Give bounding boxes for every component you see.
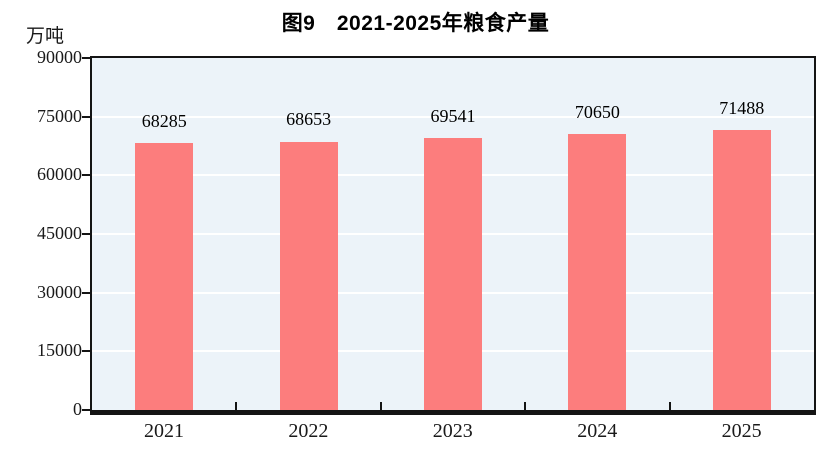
bar-value-label-2022: 68653 — [286, 109, 332, 130]
bar-value-label-2025: 71488 — [719, 98, 765, 119]
y-axis-tick-label-0: 0 — [73, 399, 82, 419]
bar-2021 — [135, 142, 194, 410]
y-axis-tick-label-75000: 75000 — [37, 105, 82, 126]
y-axis-tick-mark — [82, 57, 90, 59]
bar-2025 — [712, 130, 771, 410]
y-axis-tick-mark — [82, 291, 90, 294]
y-axis-unit-label: 万吨 — [26, 26, 65, 47]
x-axis-tick-label-2021: 2021 — [144, 420, 184, 442]
bar-2023 — [424, 138, 482, 410]
gridline-y-75000 — [92, 115, 814, 118]
x-axis-tick-label-2023: 2023 — [432, 420, 473, 442]
x-axis-tick-mark — [379, 402, 382, 410]
bar-2024 — [568, 133, 627, 410]
x-axis-tick-label-2025: 2025 — [721, 420, 762, 442]
y-axis-tick-mark — [82, 115, 90, 118]
y-axis-tick-mark — [82, 233, 90, 235]
y-axis-tick-mark — [82, 350, 90, 353]
y-axis-tick-label-30000: 30000 — [37, 281, 82, 302]
y-axis-tick-mark — [82, 174, 90, 177]
y-axis-tick-label-15000: 15000 — [37, 340, 82, 361]
x-axis-tick-label-2024: 2024 — [577, 420, 618, 442]
x-axis-tick-mark — [524, 402, 527, 410]
x-axis-tick-label-2022: 2022 — [288, 420, 329, 442]
y-axis-tick-mark — [82, 409, 90, 411]
bar-value-label-2023: 69541 — [430, 106, 476, 127]
chart-title: 图9 2021-2025年粮食产量 — [281, 12, 550, 35]
bar-value-label-2024: 70650 — [574, 101, 620, 122]
y-axis-tick-label-90000: 90000 — [37, 47, 82, 67]
x-axis-tick-mark — [235, 402, 238, 410]
bar-value-label-2021: 68285 — [141, 110, 187, 131]
y-axis-tick-label-45000: 45000 — [37, 223, 82, 243]
plot-area — [90, 56, 816, 415]
bar-2022 — [279, 141, 338, 410]
x-axis-tick-mark — [668, 402, 671, 410]
y-axis-tick-label-60000: 60000 — [37, 164, 82, 185]
